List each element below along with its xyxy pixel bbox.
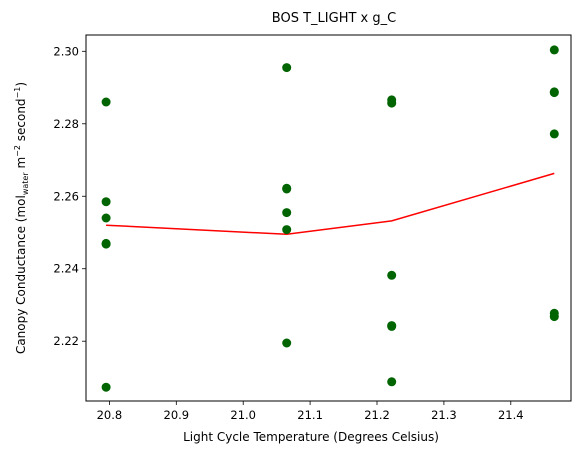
x-tick-label: 21.3 [431,408,457,422]
y-label-subscript: water [21,172,30,196]
data-point [101,97,111,107]
y-tick-label: 2.28 [53,117,79,131]
y-label-middle: m [14,157,28,173]
data-point [549,312,559,322]
chart-title: BOS T_LIGHT x g_C [272,11,396,26]
x-tick-label: 21.2 [364,408,390,422]
plot-frame [85,34,572,402]
data-point [387,98,397,108]
x-axis-label: Light Cycle Temperature (Degrees Celsius… [183,430,439,444]
data-point [282,208,292,218]
x-tick-label: 21.1 [297,408,323,422]
y-tick-label: 2.22 [53,334,79,348]
data-point [101,382,111,392]
y-label-suffix: ) [14,82,28,87]
y-axis-label: Canopy Conductance (molwater m−2 second−… [13,82,30,354]
data-point [549,129,559,139]
data-point [387,270,397,280]
data-point [282,225,292,235]
data-point [101,213,111,223]
data-point [282,338,292,348]
y-label-sup2: −1 [13,87,22,99]
x-tick-label: 20.9 [164,408,190,422]
line-series [106,172,555,236]
y-label-middle2: second [14,98,28,145]
x-tick-label: 20.8 [97,408,123,422]
y-label-sup1: −2 [13,145,22,157]
data-point [101,197,111,207]
y-label-prefix: Canopy Conductance (mol [14,195,28,354]
y-tick-label: 2.26 [53,189,79,203]
points-series [101,45,559,392]
x-tick-label: 21.0 [230,408,256,422]
data-point [549,88,559,98]
y-tick-label: 2.30 [53,44,79,58]
data-point [282,184,292,194]
data-point [282,63,292,73]
data-point [387,377,397,387]
x-axis: 20.8 20.9 21.0 21.1 21.2 21.3 21.4 [97,401,524,422]
data-point [387,321,397,331]
y-tick-label: 2.24 [53,262,79,276]
data-point [549,45,559,55]
y-axis: 2.22 2.24 2.26 2.28 2.30 [53,44,86,348]
x-tick-label: 21.4 [498,408,524,422]
data-point [101,239,111,249]
trend-line [106,172,555,236]
